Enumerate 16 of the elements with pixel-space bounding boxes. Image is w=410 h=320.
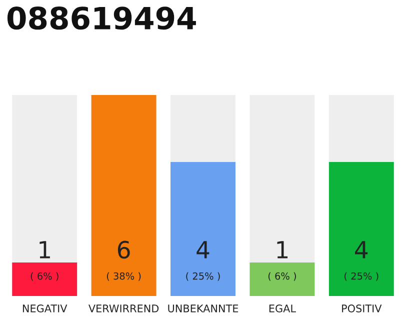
chart-title: 088619494: [7, 6, 196, 30]
x-tick-label: POSITIV: [342, 304, 382, 312]
annotation: ( 25% ): [186, 272, 220, 281]
annotation: ( 6% ): [268, 272, 296, 281]
x-tick-label: VERWIRREND: [88, 304, 159, 312]
data-label: 6: [118, 240, 130, 259]
data-label: 1: [40, 241, 50, 258]
x-tick-label: UNBEKANNTE: [168, 304, 238, 312]
data-label: 4: [355, 241, 368, 258]
data-label: 1: [277, 241, 288, 258]
data-label: 4: [196, 241, 210, 258]
annotation: ( 25% ): [344, 272, 378, 281]
x-tick-label: NEGATIV: [22, 304, 68, 312]
annotation: ( 6% ): [30, 272, 58, 281]
annotation: ( 38% ): [106, 272, 141, 281]
x-tick-label: EGAL: [269, 304, 296, 312]
